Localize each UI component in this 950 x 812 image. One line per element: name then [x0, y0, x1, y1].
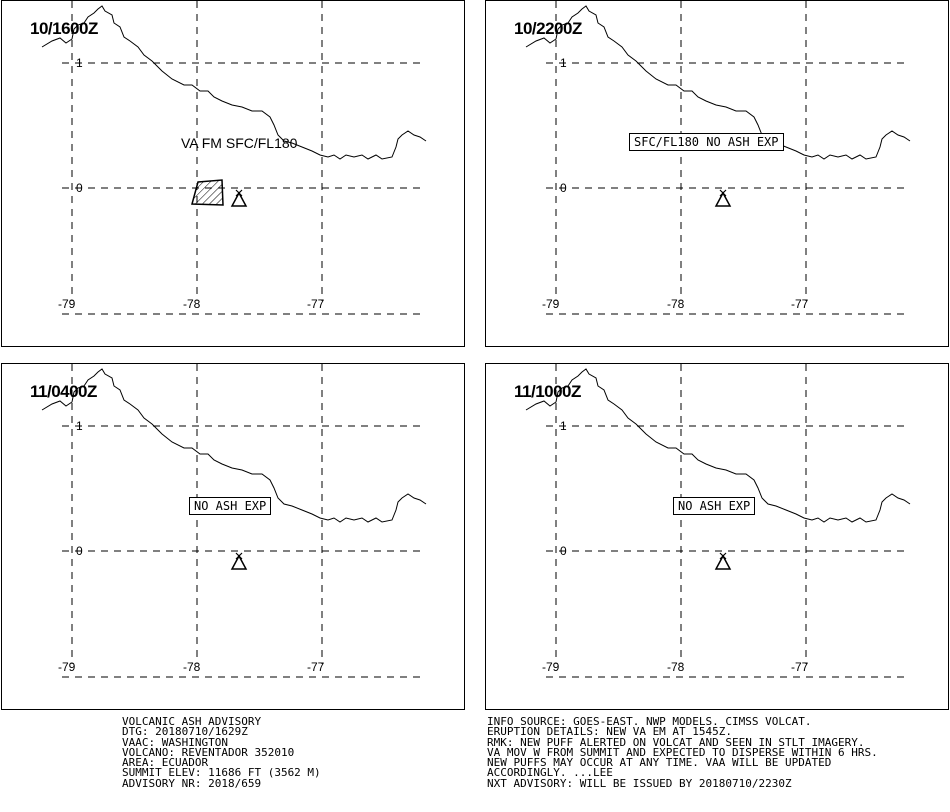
coastline [525, 5, 911, 160]
ash-level-label: VA FM SFC/FL180 [181, 135, 298, 151]
ash-cloud-polygon [191, 179, 224, 206]
volcano-summit-icon [714, 552, 732, 570]
lon-label-79: -79 [542, 660, 560, 674]
lon-label-77: -77 [307, 660, 325, 674]
lat-label-1: 1 [76, 419, 83, 433]
forecast-panel-2: 10/2200Z 1 0 -79 -78 -77 SFC/FL180 NO AS… [485, 0, 949, 347]
advisory-line: SUMMIT ELEV: 11686 FT (3562 M) [122, 766, 321, 780]
advisory-line: NEW PUFFS MAY OCCUR AT ANY TIME. VAA WIL… [487, 756, 832, 770]
lon-label-77: -77 [791, 660, 809, 674]
lon-label-78: -78 [183, 660, 201, 674]
panel-time: 11/0400Z [30, 382, 97, 401]
advisory-line: ACCORDINGLY. ...LEE [487, 766, 613, 780]
lat-label-0: 0 [560, 181, 567, 195]
panel-time: 10/2200Z [514, 19, 582, 38]
advisory-line: AREA: ECUADOR [122, 756, 209, 770]
advisory-line: NXT ADVISORY: WILL BE ISSUED BY 20180710… [487, 776, 792, 790]
no-ash-label: NO ASH EXP [189, 497, 272, 515]
lon-label-78: -78 [183, 297, 201, 311]
advisory-line: ERUPTION DETAILS: NEW VA EM AT 1545Z. [487, 725, 733, 739]
lat-label-1: 1 [76, 56, 83, 70]
advisory-header-block: VOLCANIC ASH ADVISORY DTG: 20180710/1629Z… [122, 715, 321, 790]
lat-label-1: 1 [560, 419, 567, 433]
lat-label-1: 1 [560, 56, 567, 70]
map-canvas [41, 1, 427, 315]
map-canvas [525, 364, 911, 678]
panel-time: 11/1000Z [514, 382, 581, 401]
advisory-line: RMK: NEW PUFF ALERTED ON VOLCAT AND SEEN… [487, 735, 865, 749]
lat-label-0: 0 [560, 544, 567, 558]
no-ash-label: NO ASH EXP [673, 497, 756, 515]
volcano-summit-icon [230, 552, 248, 570]
lat-label-0: 0 [76, 181, 83, 195]
advisory-line: VOLCANO: REVENTADOR 352010 [122, 745, 295, 759]
advisory-line: VAAC: WASHINGTON [122, 735, 228, 749]
volcano-summit-icon [230, 189, 248, 207]
lon-label-79: -79 [542, 297, 560, 311]
forecast-panel-1: 10/1600Z 1 0 -79 -78 -77 VA FM SFC/FL180 [1, 0, 465, 347]
coastline [525, 368, 911, 523]
coastline [41, 5, 427, 160]
no-ash-label: SFC/FL180 NO ASH EXP [629, 133, 784, 151]
volcano-summit-icon [714, 189, 732, 207]
lon-label-77: -77 [307, 297, 325, 311]
lat-label-0: 0 [76, 544, 83, 558]
forecast-panel-4: 11/1000Z 1 0 -79 -78 -77 NO ASH EXP [485, 363, 949, 710]
advisory-line: VA MOV W FROM SUMMIT AND EXPECTED TO DIS… [487, 745, 878, 759]
advisory-line: ADVISORY NR: 2018/659 [122, 776, 262, 790]
coastline [41, 368, 427, 523]
map-canvas [525, 1, 911, 315]
panel-time: 10/1600Z [30, 19, 98, 38]
lon-label-79: -79 [58, 660, 76, 674]
advisory-line: INFO SOURCE: GOES-EAST. NWP MODELS. CIMS… [487, 715, 812, 728]
lon-label-79: -79 [58, 297, 76, 311]
map-canvas [41, 364, 427, 678]
lon-label-78: -78 [667, 660, 685, 674]
lon-label-77: -77 [791, 297, 809, 311]
forecast-panel-3: 11/0400Z 1 0 -79 -78 -77 NO ASH EXP [1, 363, 465, 710]
advisory-details-block: INFO SOURCE: GOES-EAST. NWP MODELS. CIMS… [487, 715, 878, 790]
advisory-line: DTG: 20180710/1629Z [122, 725, 248, 739]
advisory-line: VOLCANIC ASH ADVISORY [122, 715, 262, 728]
lon-label-78: -78 [667, 297, 685, 311]
